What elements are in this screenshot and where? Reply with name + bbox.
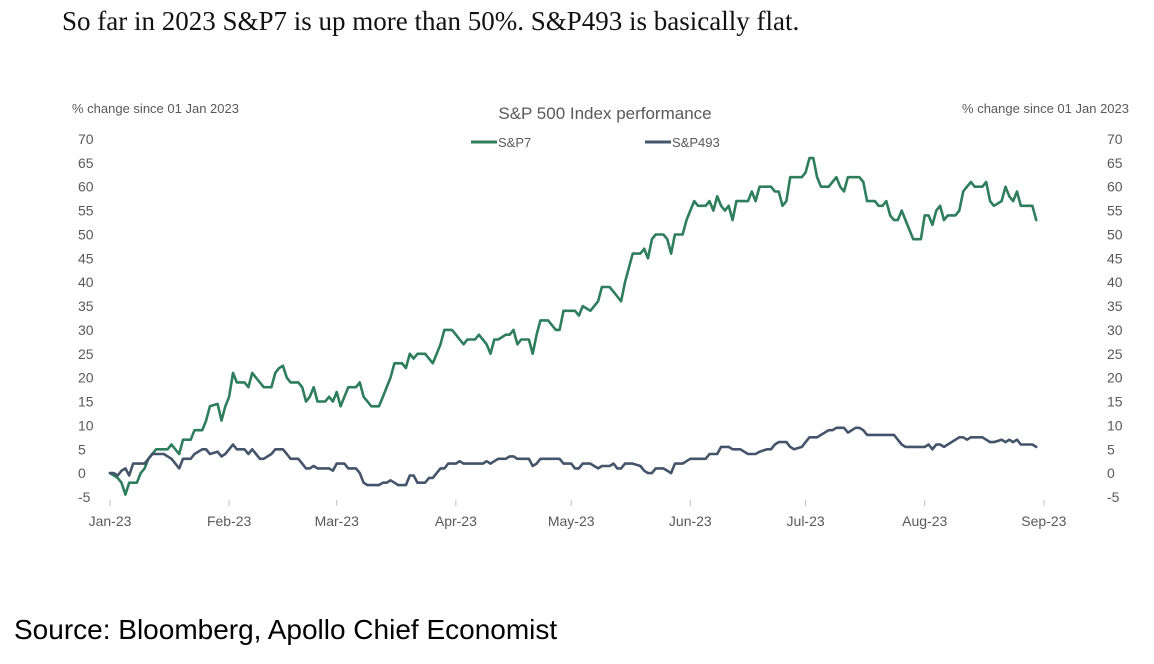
y-tick-label-left: 20 [78, 370, 94, 386]
y-tick-label-right: 65 [1107, 155, 1123, 171]
x-tick-label: Jan-23 [89, 513, 132, 529]
y-tick-label-left: 10 [78, 417, 94, 433]
x-tick-label: Aug-23 [902, 513, 947, 529]
y-tick-label-left: -5 [78, 489, 91, 505]
legend-label-sp493: S&P493 [672, 135, 720, 150]
x-tick-label: Feb-23 [207, 513, 252, 529]
y-tick-label-right: 45 [1107, 250, 1123, 266]
y-tick-label-right: 50 [1107, 226, 1123, 242]
y-tick-label-left: 40 [78, 274, 94, 290]
x-tick-label: Sep-23 [1021, 513, 1066, 529]
y-tick-label-right: -5 [1107, 489, 1120, 505]
y-tick-label-right: 30 [1107, 322, 1123, 338]
legend: S&P7 S&P493 [471, 135, 720, 150]
source-note: Source: Bloomberg, Apollo Chief Economis… [14, 614, 558, 645]
x-tick-label: May-23 [548, 513, 595, 529]
y-axis-label-left: % change since 01 Jan 2023 [72, 101, 239, 116]
y-tick-label-right: 60 [1107, 179, 1123, 195]
chart-title: S&P 500 Index performance [498, 104, 711, 123]
x-tick-label: Mar-23 [315, 513, 360, 529]
y-tick-label-right: 20 [1107, 370, 1123, 386]
y-axis-label-right: % change since 01 Jan 2023 [962, 101, 1129, 116]
y-tick-label-left: 30 [78, 322, 94, 338]
y-tick-label-left: 25 [78, 346, 94, 362]
y-tick-label-right: 25 [1107, 346, 1123, 362]
y-tick-label-right: 5 [1107, 441, 1115, 457]
y-tick-label-right: 15 [1107, 394, 1123, 410]
y-tick-label-left: 60 [78, 179, 94, 195]
x-tick-label: Jul-23 [787, 513, 825, 529]
y-tick-label-left: 70 [78, 131, 94, 147]
y-tick-label-left: 5 [78, 441, 86, 457]
y-axis-left: -5 0 5 10 15 20 25 30 35 40 45 50 55 60 65 70 [78, 131, 94, 505]
y-tick-label-right: 0 [1107, 465, 1115, 481]
x-tick-label: Apr-23 [435, 513, 477, 529]
y-tick-label-left: 0 [78, 465, 86, 481]
y-tick-label-right: 55 [1107, 203, 1123, 219]
y-tick-label-left: 50 [78, 226, 94, 242]
y-tick-label-left: 65 [78, 155, 94, 171]
y-tick-label-left: 35 [78, 298, 94, 314]
y-tick-label-right: 70 [1107, 131, 1123, 147]
y-axis-right: -5 0 5 10 15 20 25 30 35 40 45 50 55 60 65 70 [1107, 131, 1123, 505]
sp500-performance-chart: S&P 500 Index performance % change since… [72, 101, 1129, 529]
y-tick-label-right: 40 [1107, 274, 1123, 290]
legend-label-sp7: S&P7 [498, 135, 531, 150]
series-lines [108, 156, 1038, 496]
series-line-sp493 [108, 426, 1038, 487]
y-tick-label-left: 45 [78, 250, 94, 266]
x-axis: Jan-23 Feb-23 Mar-23 Apr-23 May-23 Jun-23 Jul-… [89, 500, 1067, 529]
headline: So far in 2023 S&P7 is up more than 50%.… [62, 6, 800, 36]
y-tick-label-left: 15 [78, 394, 94, 410]
series-line-sp7 [108, 156, 1038, 496]
y-tick-label-left: 55 [78, 203, 94, 219]
y-tick-label-right: 10 [1107, 417, 1123, 433]
y-tick-label-right: 35 [1107, 298, 1123, 314]
x-tick-label: Jun-23 [669, 513, 712, 529]
